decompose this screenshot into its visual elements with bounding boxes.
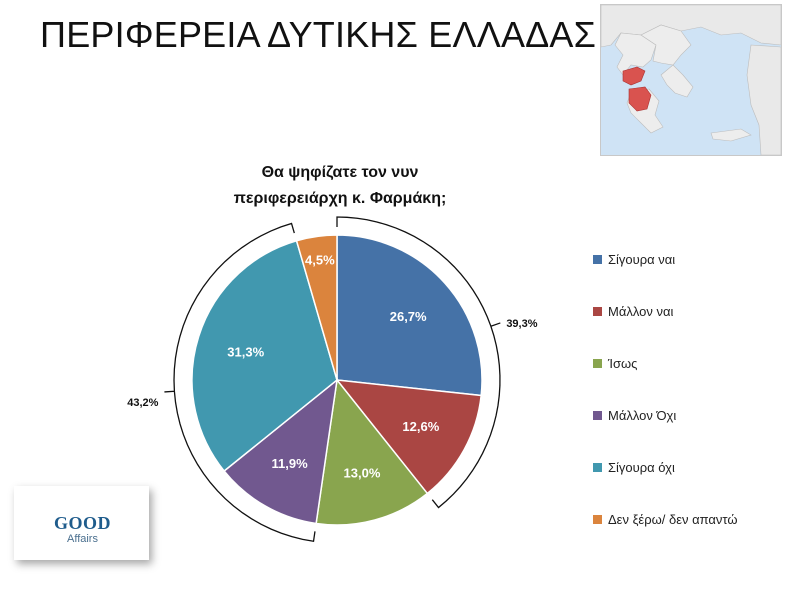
pie-slice-label-2: 13,0% [344, 465, 381, 480]
page-title: ΠΕΡΙΦΕΡΕΙΑ ΔΥΤΙΚΗΣ ΕΛΛΑΔΑΣ [40, 14, 597, 55]
legend-item-5: Δεν ξέρω/ δεν απαντώ [593, 493, 738, 545]
legend-swatch [593, 410, 602, 420]
legend-swatch [593, 254, 602, 264]
logo-main-text: GOOD [54, 513, 112, 533]
region-map [600, 4, 782, 156]
pie-slice-label-4: 31,3% [227, 344, 264, 359]
legend-item-2: Ίσως [593, 337, 738, 389]
pie-slice-1 [335, 379, 482, 495]
legend-label: Μάλλον Όχι [608, 407, 677, 423]
legend-label: Σίγουρα ναι [608, 251, 676, 267]
legend-label: Ίσως [608, 355, 638, 371]
highlighted-region-peloponnese [628, 86, 652, 112]
chart-title-line-2: περιφερειάρχη κ. Φαρμάκη; [233, 190, 447, 207]
pie-slice-2 [315, 378, 429, 526]
pie-slice-label-5: 4,5% [305, 252, 335, 267]
bracket-label-0: 39,3% [506, 318, 537, 330]
legend-label: Μάλλον ναι [608, 303, 674, 319]
legend-item-4: Σίγουρα όχι [593, 441, 738, 493]
legend-swatch [593, 462, 602, 472]
greece-map-image [601, 5, 781, 155]
pie-slice-4 [191, 239, 338, 473]
pie-slice-3 [223, 378, 339, 525]
pie-slice-label-1: 12,6% [402, 419, 439, 434]
legend-swatch [593, 306, 602, 316]
legend-item-1: Μάλλον ναι [593, 285, 738, 337]
legend-swatch [593, 358, 602, 368]
pie-slice-0 [336, 234, 483, 397]
bracket-label-1: 43,2% [127, 397, 158, 409]
pie-slice-5 [295, 234, 338, 381]
chart-legend: Σίγουρα ναι Μάλλον ναι Ίσως Μάλλον Όχι Σίγου… [593, 233, 738, 545]
chart-title: Θα ψηφίζατε τον νυν περιφερειάρχη κ. Φαρ… [160, 160, 520, 212]
logo-sub-text: Affairs [67, 533, 98, 545]
company-logo: GOOD Affairs [14, 486, 149, 560]
legend-item-3: Μάλλον Όχι [593, 389, 738, 441]
bracket-0 [336, 216, 501, 509]
pie-slice-label-0: 26,7% [390, 309, 427, 324]
chart-title-line-1: Θα ψηφίζατε τον νυν [261, 164, 419, 181]
legend-item-0: Σίγουρα ναι [593, 233, 738, 285]
legend-label: Δεν ξέρω/ δεν απαντώ [608, 511, 738, 527]
legend-label: Σίγουρα όχι [608, 459, 675, 475]
pie-slice-label-3: 11,9% [272, 456, 309, 471]
legend-swatch [593, 514, 602, 524]
highlighted-region [622, 66, 646, 86]
